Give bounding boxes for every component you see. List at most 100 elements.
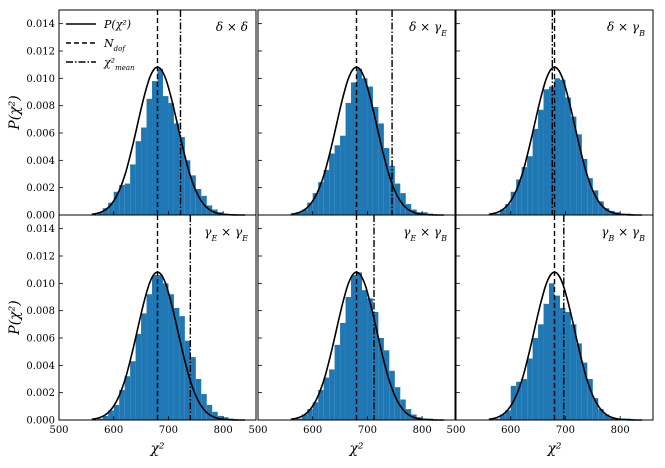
histogram-bar xyxy=(494,213,500,215)
histogram-bar xyxy=(581,158,588,215)
histogram-bar xyxy=(345,102,352,215)
histogram-bar xyxy=(554,295,560,420)
legend: P(χ²) Ndof χ²mean xyxy=(66,18,135,72)
pdf-curve xyxy=(290,66,445,216)
legend-label: χ²mean xyxy=(103,56,135,72)
y-tick-label: 0.000 xyxy=(26,416,55,427)
histogram-bar xyxy=(356,68,362,216)
x-axis-label: χ² xyxy=(546,441,561,457)
histogram-bar xyxy=(527,358,533,420)
histogram-bar xyxy=(372,107,379,215)
x-tick-label: 500 xyxy=(248,425,267,436)
histogram-bar xyxy=(581,362,588,420)
histogram-bar xyxy=(97,418,103,420)
histogram-bar xyxy=(307,202,313,215)
histogram-bar xyxy=(609,417,615,420)
histogram-bar xyxy=(499,209,506,215)
panel-title: γE × γE xyxy=(204,225,248,243)
y-tick-label: 0.012 xyxy=(26,252,55,263)
y-tick-label: 0.006 xyxy=(26,334,55,345)
histogram-bar xyxy=(329,153,335,215)
histogram-bar xyxy=(152,81,158,215)
histogram-bar xyxy=(97,212,103,215)
histogram-bar xyxy=(195,189,202,215)
histogram-bar xyxy=(521,167,528,215)
histogram-bar xyxy=(592,190,599,215)
histogram-bar xyxy=(394,183,401,215)
histogram-bar xyxy=(212,411,218,420)
histogram-bar xyxy=(318,182,324,215)
pdf-curve xyxy=(488,66,643,216)
histogram-bar xyxy=(296,418,302,420)
pdf-curve xyxy=(91,66,246,216)
histogram-bar xyxy=(587,178,593,215)
plot-frame xyxy=(257,214,456,421)
histogram-bar xyxy=(113,404,120,420)
y-tick-label: 0.014 xyxy=(26,19,55,30)
histogram-bar xyxy=(102,415,109,420)
histogram-bar xyxy=(301,414,308,420)
histogram-bar xyxy=(201,394,207,420)
histogram-bar xyxy=(162,96,169,215)
plot-frame xyxy=(58,214,257,421)
histogram-bar xyxy=(307,409,313,420)
chart-panel-4: γE × γE 0.000 0.002 0.004 0.006 0.008 0.010 0.0… xyxy=(7,214,257,457)
chart-panel-6: γB × γB 500 600 700 800 χ² xyxy=(446,214,654,457)
x-tick-label: 800 xyxy=(214,425,233,436)
pdf-curve xyxy=(290,271,445,421)
histogram-bar xyxy=(323,377,330,420)
histogram-bar xyxy=(603,414,610,420)
x-tick-label: 600 xyxy=(501,425,520,436)
histogram-bar xyxy=(184,160,191,215)
chart-panel-2: δ × γE xyxy=(257,9,456,216)
histogram-bar xyxy=(570,116,577,215)
histogram-bar xyxy=(516,381,522,420)
histogram-bar xyxy=(168,102,174,215)
panel-title: δ × δ xyxy=(216,20,248,34)
histogram-bar xyxy=(592,398,599,420)
histogram-bar xyxy=(598,409,604,420)
y-tick-label: 0.010 xyxy=(26,279,55,290)
histogram-bar xyxy=(389,370,395,420)
x-tick-label: 800 xyxy=(413,425,432,436)
x-tick-label: 600 xyxy=(104,425,123,436)
histogram-bar xyxy=(312,402,319,420)
y-tick-label: 0.012 xyxy=(26,47,55,58)
histogram-bar xyxy=(296,212,302,215)
histogram-bar xyxy=(179,316,185,420)
histogram-bar xyxy=(570,324,577,420)
x-tick-label: 500 xyxy=(49,425,68,436)
histogram-bar xyxy=(356,272,362,420)
histogram-bar xyxy=(119,389,125,420)
y-tick-label: 0.004 xyxy=(26,156,55,167)
histogram-bar xyxy=(340,322,346,420)
histogram-bar xyxy=(223,417,229,420)
histogram-bar xyxy=(598,201,604,215)
histogram-bar xyxy=(334,145,341,215)
x-tick-label: 700 xyxy=(556,425,575,436)
histogram-bar xyxy=(549,283,555,420)
chart-panel-3: δ × γB xyxy=(455,9,654,216)
y-tick-label: 0.014 xyxy=(26,224,55,235)
histogram-bar xyxy=(173,123,180,215)
histogram-bar xyxy=(559,79,566,215)
x-axis-label: χ² xyxy=(149,441,164,457)
histogram-bar xyxy=(152,275,158,420)
histogram-bar xyxy=(141,313,147,420)
histogram-bar xyxy=(113,191,120,215)
histogram-bar xyxy=(162,283,169,420)
histogram-bar xyxy=(576,134,582,215)
histogram-bar xyxy=(383,148,390,215)
y-tick-label: 0.002 xyxy=(26,388,55,399)
histogram-bar xyxy=(554,78,560,215)
histogram-bar xyxy=(521,379,528,420)
pdf-curve xyxy=(488,271,643,421)
x-tick-label: 600 xyxy=(303,425,322,436)
chart-panel-1: δ × δ 0.000 0.002 0.004 0.006 0.008 0.010 0.012… xyxy=(7,9,257,222)
y-tick-label: 0.008 xyxy=(26,306,55,317)
y-tick-label: 0.002 xyxy=(26,183,55,194)
chart-panel-5: γE × γB 500 600 700 800 χ² xyxy=(248,214,456,457)
histogram-bar xyxy=(195,379,202,420)
histogram-bar xyxy=(318,389,324,420)
y-tick-label: 0.006 xyxy=(26,129,55,140)
